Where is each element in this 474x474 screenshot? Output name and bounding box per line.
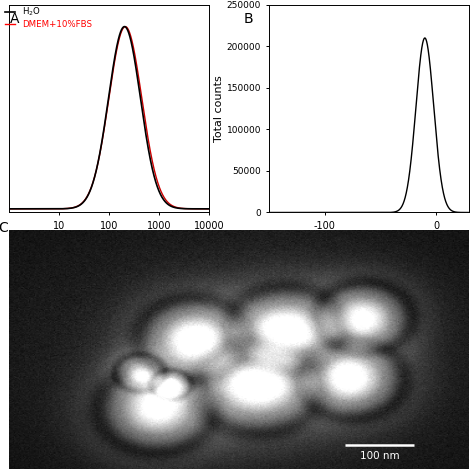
Legend: H$_2$O, DMEM+10%FBS: H$_2$O, DMEM+10%FBS bbox=[4, 5, 93, 29]
X-axis label: Size (d.nm): Size (d.nm) bbox=[77, 234, 141, 244]
X-axis label: Apparent zeta potentia: Apparent zeta potentia bbox=[309, 234, 429, 244]
Text: A: A bbox=[9, 12, 19, 26]
Text: B: B bbox=[244, 12, 254, 26]
Y-axis label: Total counts: Total counts bbox=[214, 75, 224, 142]
Text: 100 nm: 100 nm bbox=[360, 451, 400, 461]
Text: C: C bbox=[0, 221, 8, 235]
